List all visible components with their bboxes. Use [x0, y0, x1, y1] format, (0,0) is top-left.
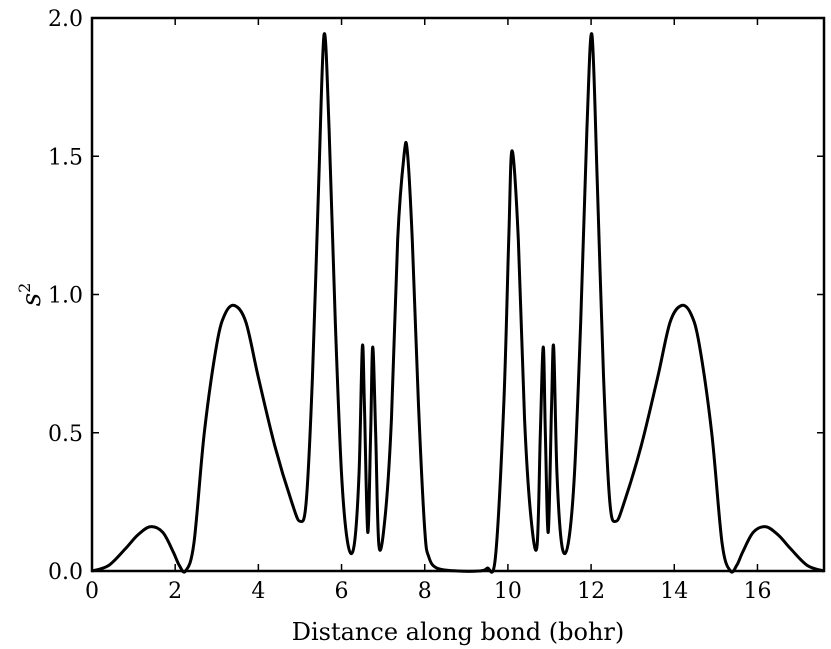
x-tick-label: 16: [743, 579, 771, 604]
x-axis-ticks: 0 2 4 6 8 10 12 14 16: [85, 18, 771, 604]
x-tick-label: 12: [577, 579, 605, 604]
y-tick-label: 0.0: [48, 560, 83, 585]
series-line-0: [91, 32, 825, 574]
y-tick-label: 2.0: [48, 7, 83, 32]
y-tick-label: 1.5: [48, 145, 83, 170]
plot-frame: [90, 16, 826, 573]
y-axis-label-sup: 2: [15, 283, 34, 293]
y-axis-label: s2: [15, 283, 47, 307]
x-tick-label: 10: [494, 579, 522, 604]
x-axis-label: Distance along bond (bohr): [292, 618, 625, 646]
x-tick-label: 14: [660, 579, 688, 604]
x-tick-label: 0: [85, 579, 99, 604]
x-tick-label: 8: [418, 579, 432, 604]
plot-area: [91, 32, 825, 574]
y-axis-label-base: s: [17, 293, 47, 306]
x-tick-label: 2: [168, 579, 182, 604]
x-tick-label: 6: [335, 579, 349, 604]
y-tick-label: 0.5: [48, 422, 83, 447]
x-tick-label: 4: [251, 579, 265, 604]
y-axis-ticks: 0.0 0.5 1.0 1.5 2.0: [48, 7, 824, 585]
y-tick-label: 1.0: [48, 284, 83, 309]
